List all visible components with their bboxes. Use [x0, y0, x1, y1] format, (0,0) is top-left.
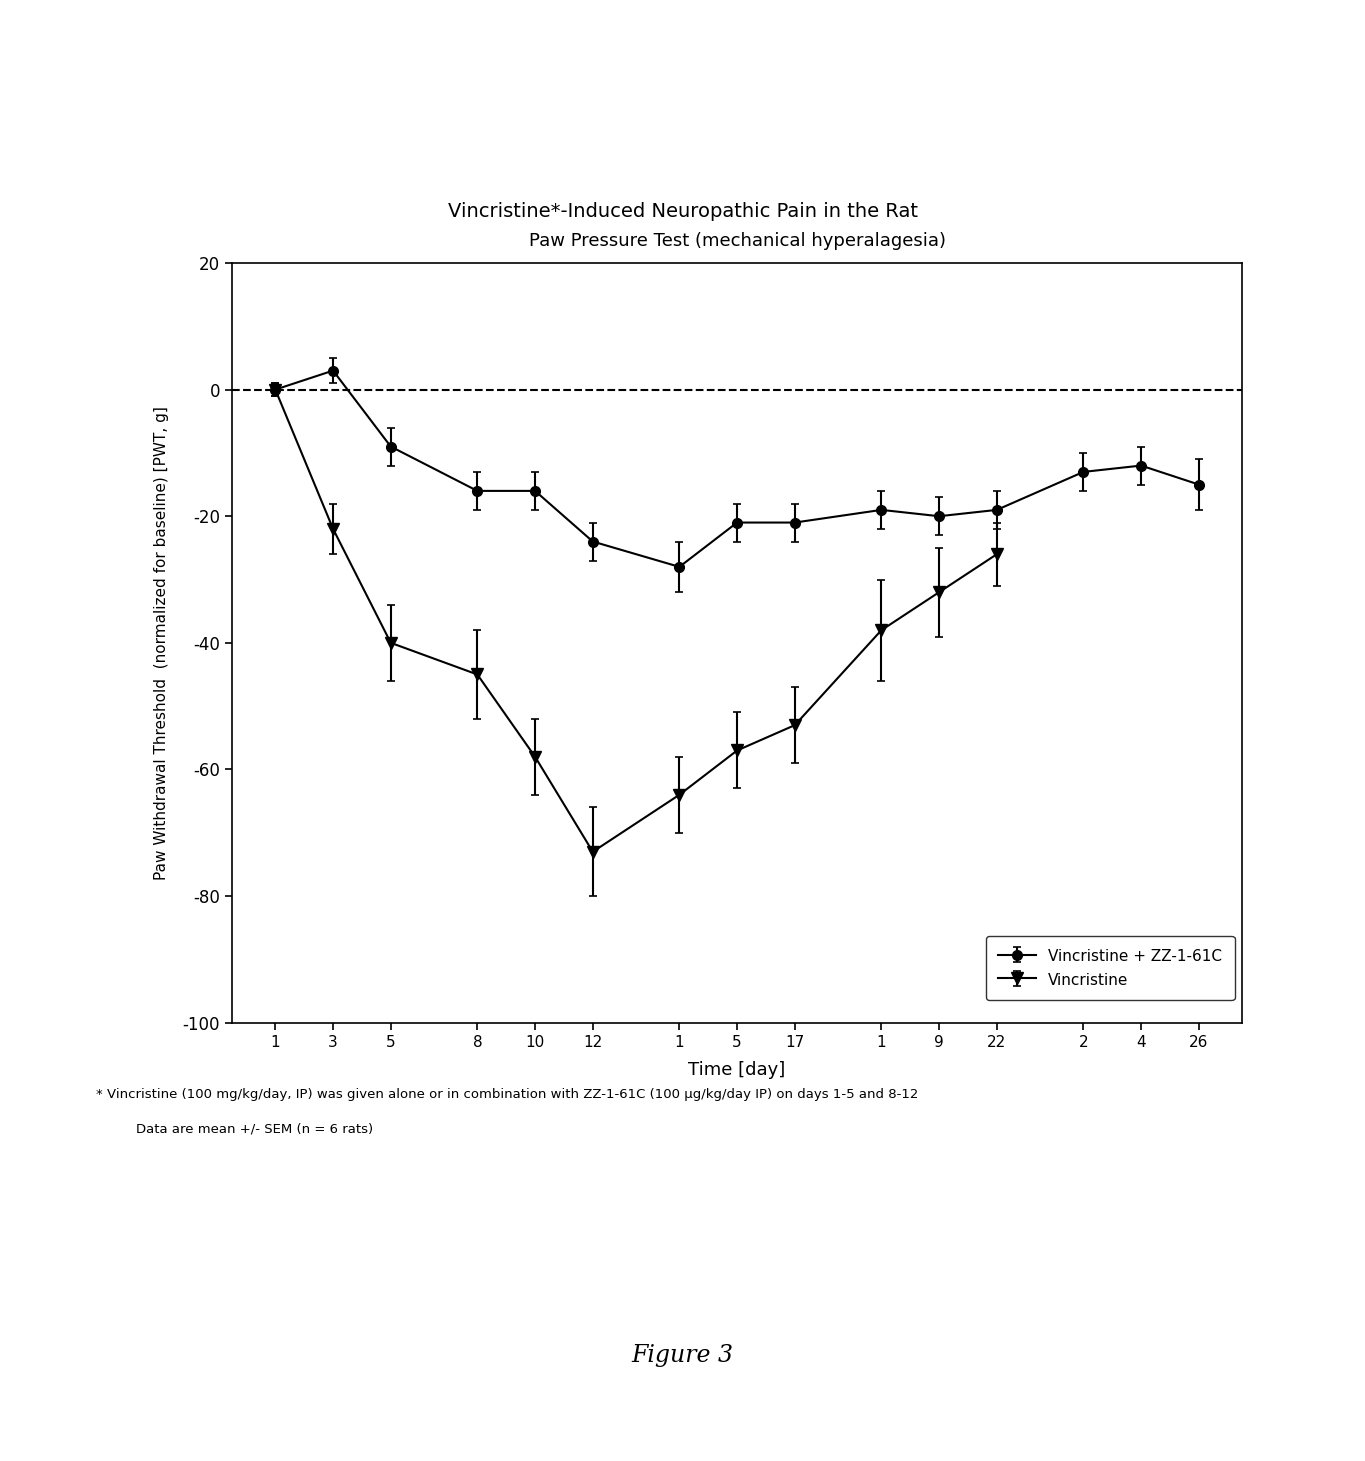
Text: Vincristine*-Induced Neuropathic Pain in the Rat: Vincristine*-Induced Neuropathic Pain in… — [448, 202, 917, 222]
X-axis label: Time [day]: Time [day] — [688, 1061, 786, 1078]
Title: Paw Pressure Test (mechanical hyperalagesia): Paw Pressure Test (mechanical hyperalage… — [528, 232, 946, 250]
Text: Data are mean +/- SEM (n = 6 rats): Data are mean +/- SEM (n = 6 rats) — [136, 1122, 374, 1135]
Legend: Vincristine + ZZ-1-61C, Vincristine: Vincristine + ZZ-1-61C, Vincristine — [986, 937, 1234, 999]
Text: Figure 3: Figure 3 — [632, 1344, 733, 1367]
Y-axis label: Paw Withdrawal Threshold  (normalized for baseline) [PWT, g]: Paw Withdrawal Threshold (normalized for… — [154, 406, 169, 880]
Text: * Vincristine (100 mg/kg/day, IP) was given alone or in combination with ZZ-1-61: * Vincristine (100 mg/kg/day, IP) was gi… — [96, 1088, 917, 1102]
